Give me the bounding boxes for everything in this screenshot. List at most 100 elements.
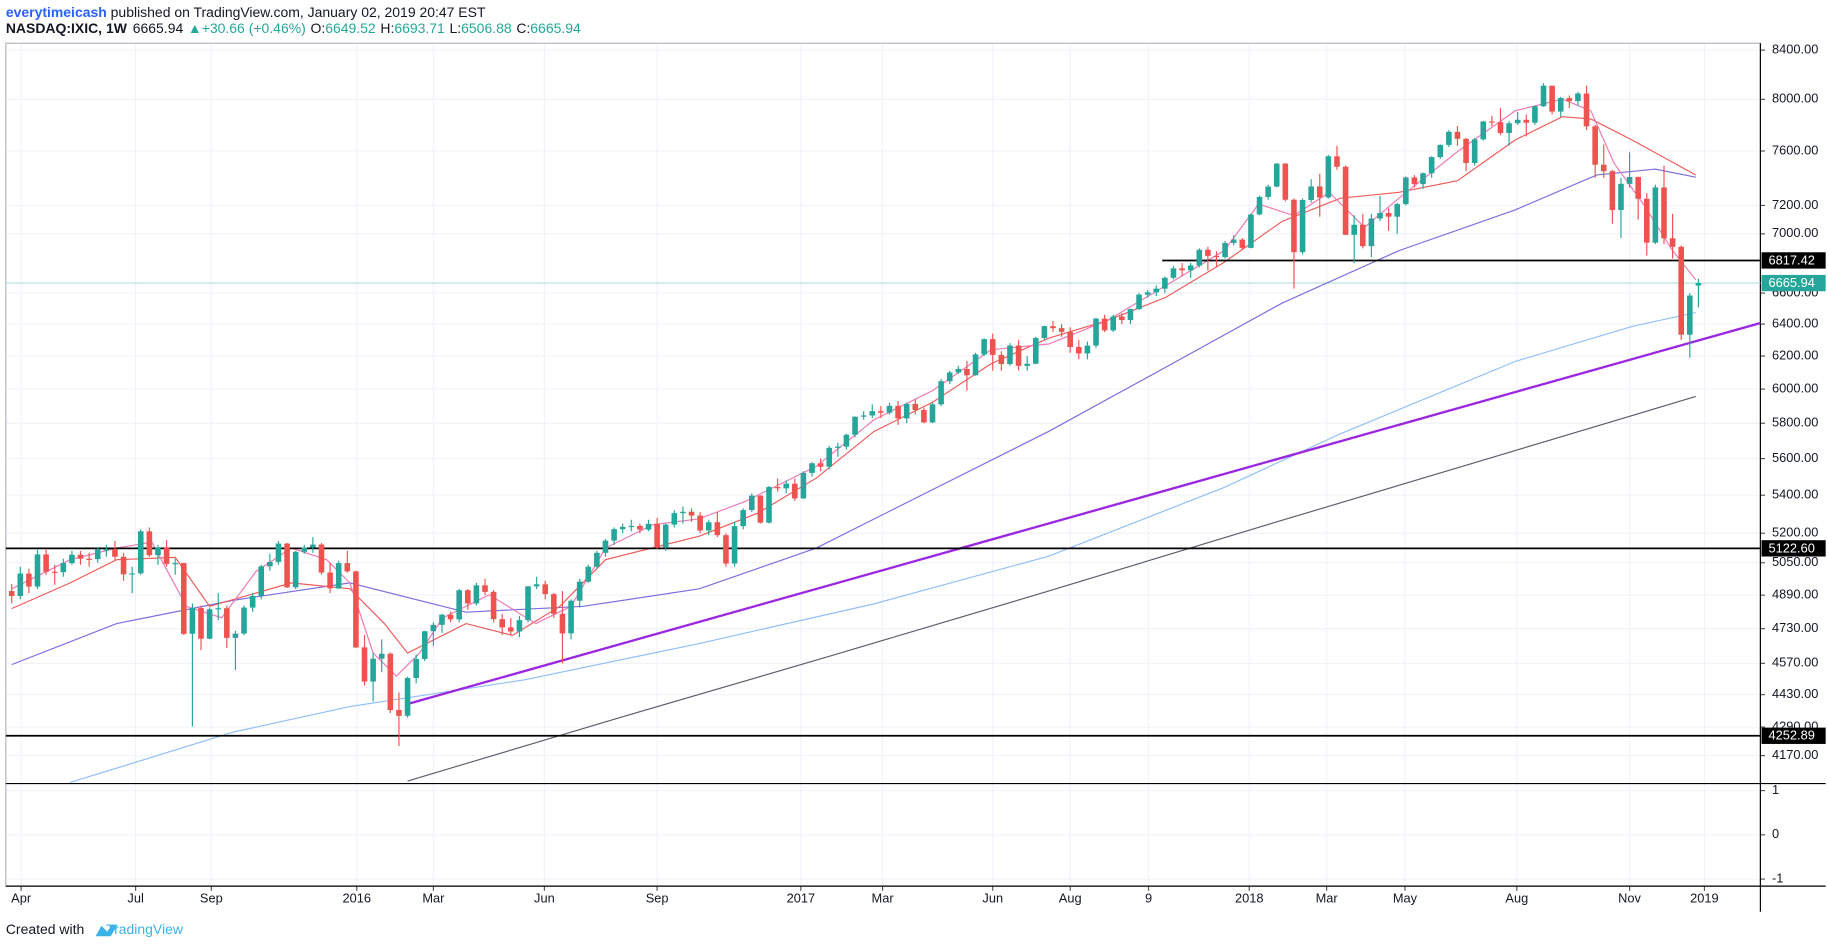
candle-body — [1351, 224, 1357, 235]
candle-body — [1428, 157, 1435, 174]
candle-body — [482, 585, 488, 592]
candle-body — [60, 563, 67, 573]
y-tick-label: 8400.00 — [1772, 42, 1818, 57]
candle-body — [1187, 265, 1194, 271]
candle-body — [1265, 186, 1271, 197]
candle-body — [361, 647, 368, 682]
candle-body — [103, 549, 110, 551]
candle-body — [1136, 294, 1142, 310]
candle-body — [172, 563, 178, 565]
ohlc-key: L: — [449, 20, 461, 36]
candle-body — [1454, 131, 1461, 139]
candle-body — [1239, 239, 1246, 248]
candle-body — [1101, 318, 1108, 331]
price-label: 4252.89 — [1769, 728, 1815, 743]
candle-body — [1334, 156, 1340, 167]
candle-body — [886, 405, 893, 413]
candle-body — [120, 556, 127, 575]
moving-average — [11, 168, 1696, 666]
x-tick-label: Jul — [127, 890, 143, 905]
candle-body — [1592, 126, 1598, 165]
candle-body — [835, 446, 841, 448]
candle-body — [292, 551, 299, 588]
candle-body — [1282, 163, 1289, 200]
candle-body — [232, 633, 239, 638]
price-label-box — [1761, 252, 1826, 269]
candle-body — [989, 339, 996, 355]
candle-body — [1609, 171, 1616, 211]
candle-body — [1050, 326, 1056, 329]
candle-body — [241, 607, 247, 634]
candle-body — [1385, 213, 1392, 217]
y-tick-label: 7600.00 — [1772, 142, 1818, 157]
candle-body — [1549, 85, 1555, 112]
candle-body — [757, 495, 764, 523]
candle-body — [792, 483, 798, 499]
candle-body — [878, 411, 884, 413]
candle-body — [439, 614, 445, 625]
price-label-box — [1761, 727, 1826, 744]
candle-body — [800, 472, 807, 499]
y-tick-label: 4430.00 — [1772, 686, 1818, 701]
candle-body — [69, 554, 75, 564]
candle-body — [17, 573, 24, 596]
ohlc-key: O: — [310, 20, 325, 36]
candle-body — [637, 525, 643, 530]
candle-body — [1523, 119, 1530, 123]
y-tick-label: 4890.00 — [1772, 587, 1818, 602]
candle-body — [955, 368, 962, 373]
candle-body — [1532, 106, 1538, 123]
candle-body — [1652, 187, 1659, 243]
candle-body — [1695, 283, 1702, 286]
candle-body — [1600, 164, 1607, 172]
candle-body — [723, 535, 729, 564]
candle-body — [344, 563, 351, 572]
x-tick-label: Apr — [11, 890, 32, 905]
candle-body — [404, 677, 411, 716]
candle-body — [1248, 214, 1254, 248]
candle-body — [938, 381, 944, 405]
candle-body — [1394, 204, 1401, 217]
candle-body — [318, 544, 325, 573]
candle-body — [1626, 177, 1633, 184]
ohlc-key: H: — [380, 20, 394, 36]
candle-body — [964, 368, 970, 376]
candle-body — [817, 463, 824, 467]
candle-body — [929, 404, 936, 423]
x-tick-label: Jun — [534, 890, 555, 905]
candle-body — [1170, 268, 1177, 278]
brand[interactable]: TradingView — [106, 921, 184, 937]
footer-text: Created with — [6, 921, 84, 937]
candle-body — [611, 529, 617, 541]
candle-body — [740, 510, 746, 527]
candle-body — [1687, 295, 1693, 335]
candle-body — [198, 608, 204, 639]
candle-body — [1359, 224, 1366, 247]
candle-body — [206, 609, 213, 639]
moving-average — [70, 311, 1696, 784]
candle-body — [680, 511, 686, 514]
y-tick-label: 4570.00 — [1772, 655, 1818, 670]
y-tick-label: 6400.00 — [1772, 315, 1818, 330]
y-tick-label: 5600.00 — [1772, 450, 1818, 465]
y-tick-label: 5800.00 — [1772, 415, 1818, 430]
candle-body — [559, 613, 566, 634]
ohlc-value: 6665.94 — [530, 20, 581, 36]
candle-body — [1058, 328, 1065, 332]
candle-body — [1032, 338, 1039, 364]
candle-body — [516, 620, 523, 632]
candle-body — [155, 547, 161, 556]
candle-body — [1308, 186, 1314, 200]
candle-body — [77, 554, 84, 559]
author[interactable]: everytimeicash — [6, 4, 107, 20]
y-tick-label: -1 — [1772, 870, 1783, 885]
candle-body — [1007, 345, 1013, 365]
candle-body — [421, 631, 428, 659]
candle-body — [1403, 177, 1409, 205]
candle-body — [585, 566, 592, 582]
price-label: 6665.94 — [1769, 275, 1815, 290]
candle-body — [972, 354, 979, 376]
